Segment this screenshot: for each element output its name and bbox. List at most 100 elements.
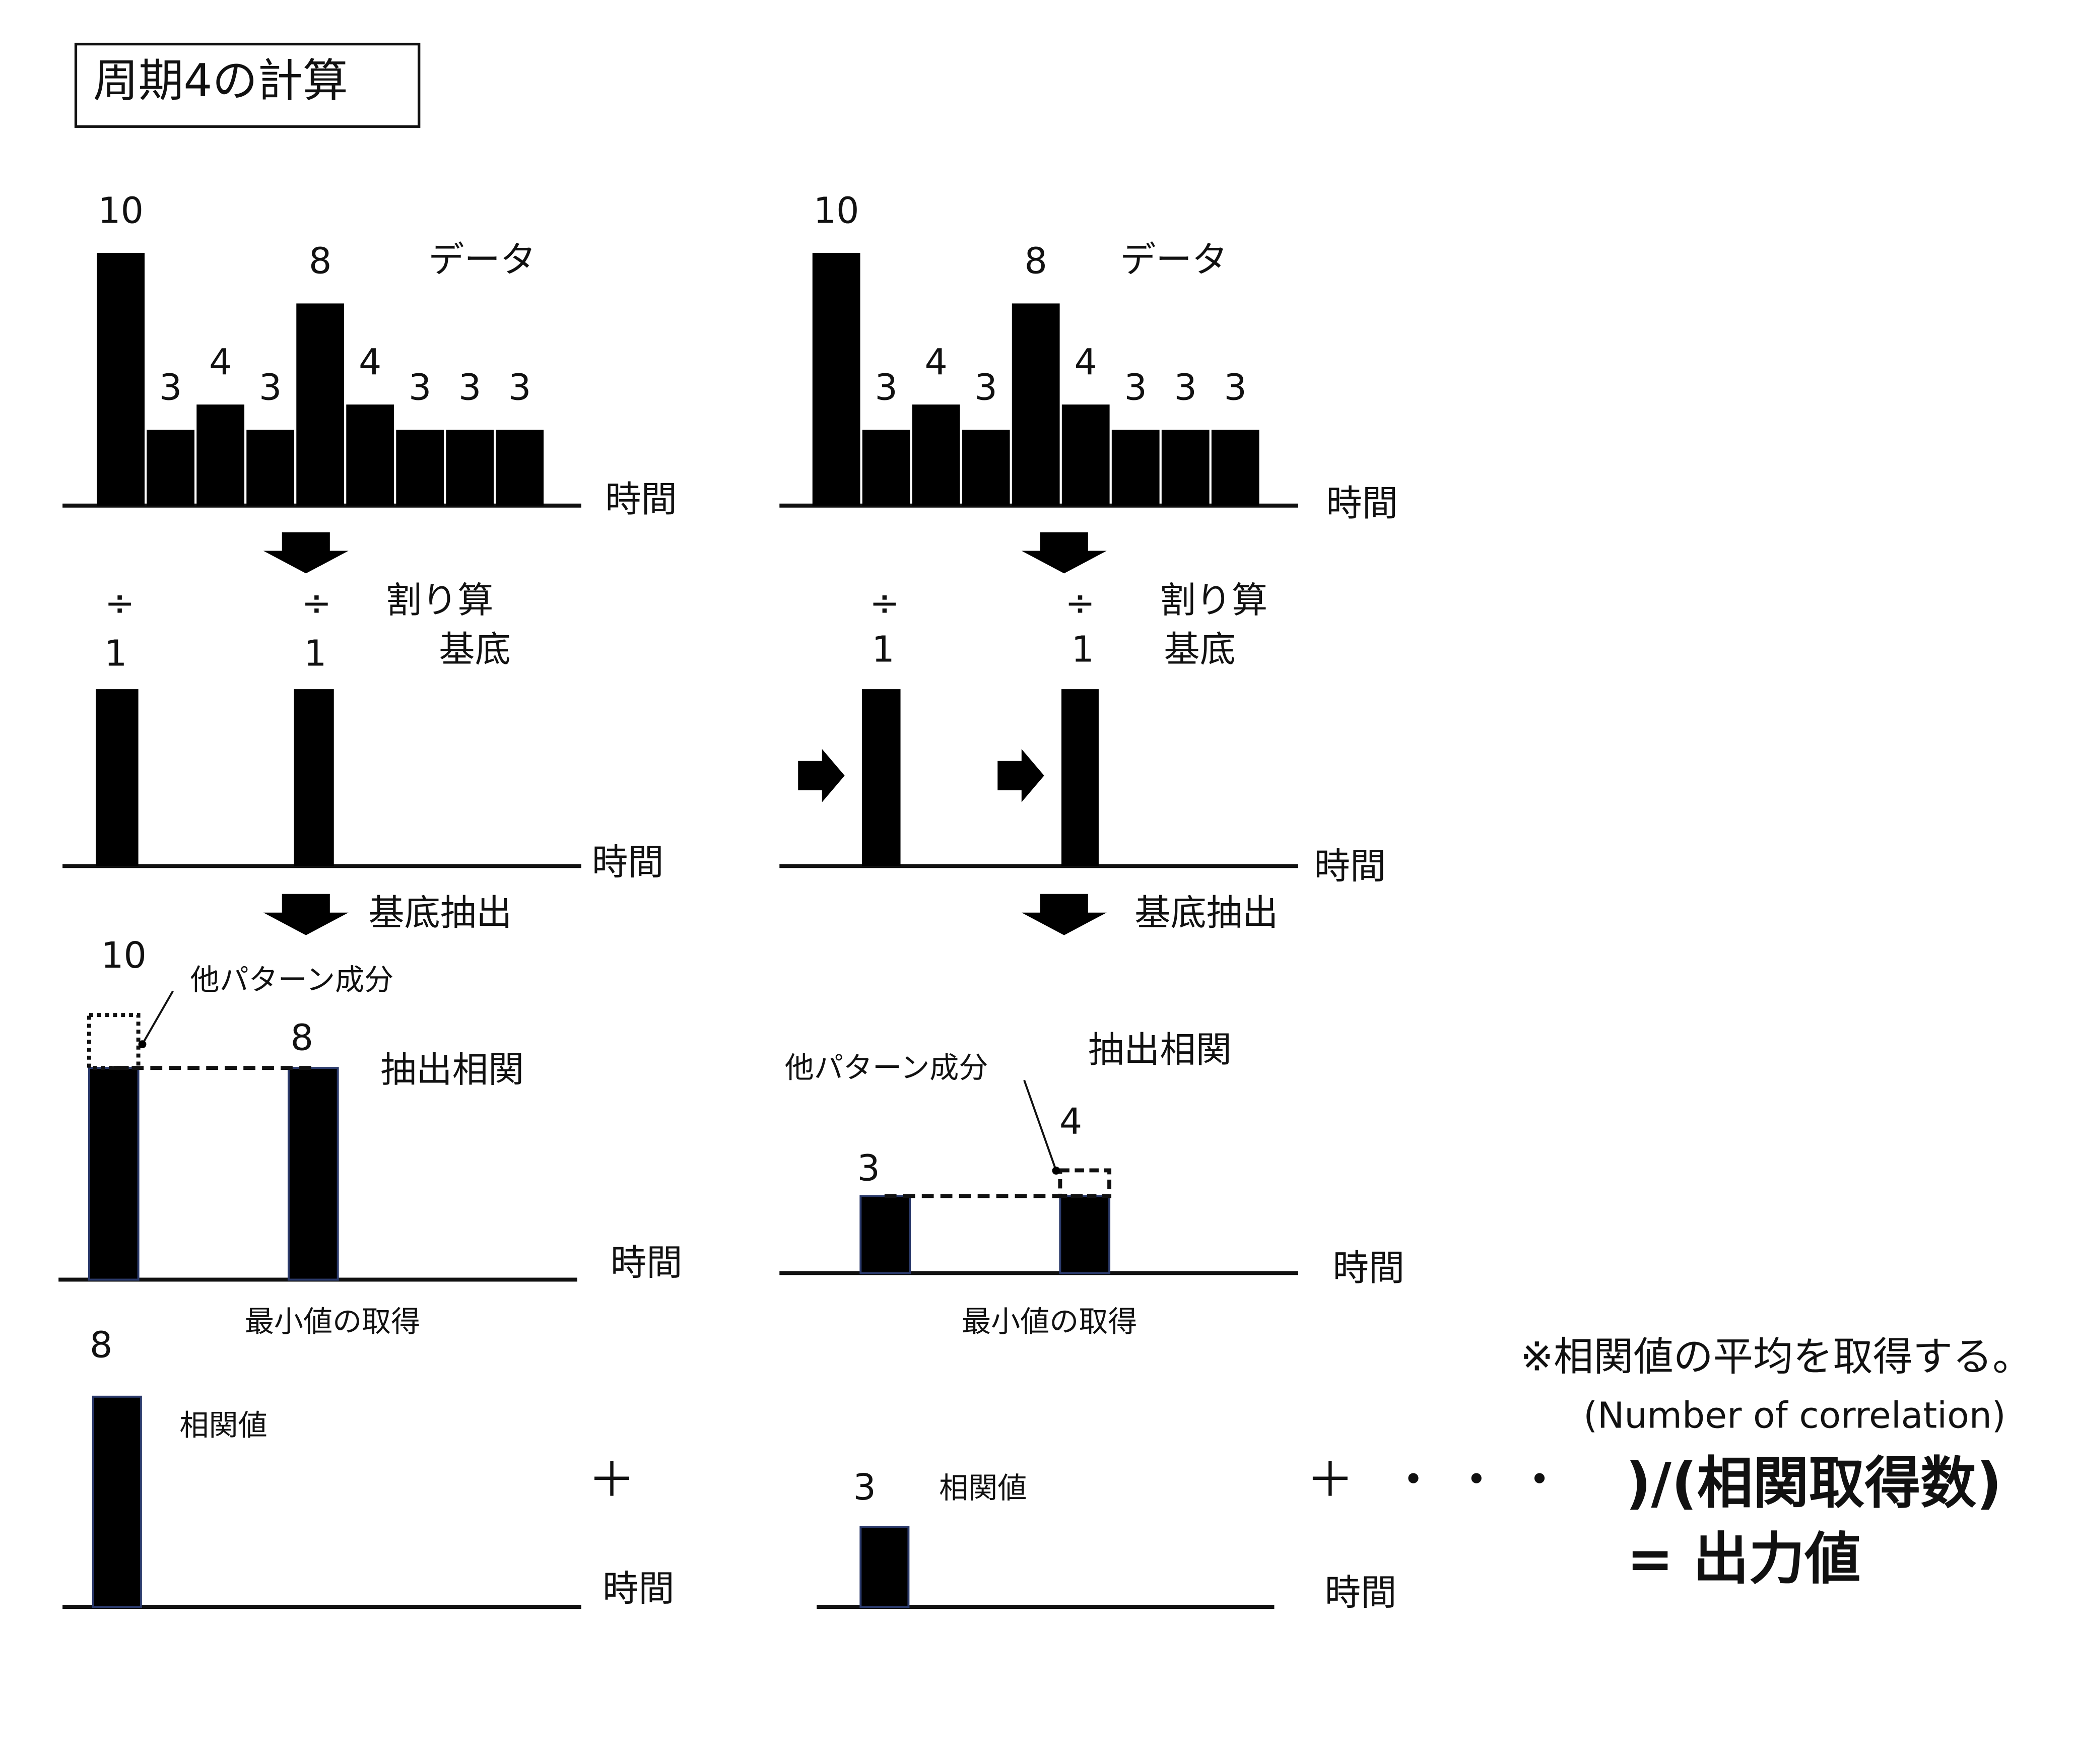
- data-bar: [1111, 430, 1160, 506]
- down-arrow: [263, 532, 349, 574]
- divisor: 1: [1072, 629, 1094, 670]
- note: 他パターン成分: [785, 1050, 988, 1084]
- data-bar: [97, 253, 145, 506]
- down-arrow: [1021, 532, 1107, 574]
- operator: ＋: [1306, 1452, 1354, 1508]
- data-bar: [296, 303, 345, 506]
- data-bar: [1211, 430, 1259, 506]
- data-label: データ: [1120, 239, 1228, 281]
- data-bar: [446, 430, 494, 506]
- bar-label: 10: [814, 189, 859, 231]
- bar-label: 8: [291, 1017, 313, 1059]
- data-bar: [812, 253, 860, 506]
- result-label: 相関値: [939, 1471, 1027, 1505]
- basis-bar: [1061, 689, 1099, 866]
- result-bar: [859, 1526, 910, 1608]
- divisor: 1: [872, 629, 895, 670]
- data-bar: [1161, 430, 1210, 506]
- note: 他パターン成分: [190, 963, 394, 997]
- basis-bar: [96, 689, 139, 866]
- bar-label: 4: [1059, 1101, 1082, 1142]
- callout-head: [138, 1040, 147, 1049]
- formula-result: = 出力値: [1627, 1527, 1860, 1592]
- data-bar: [912, 404, 960, 506]
- divide-symbol: ÷: [105, 582, 135, 624]
- bar-label: 3: [857, 1147, 880, 1189]
- bar-label: 4: [924, 341, 947, 383]
- down-arrow: [263, 894, 349, 935]
- result-bar: [92, 1395, 142, 1608]
- extract-bar: [1059, 1195, 1111, 1274]
- bar-label: 3: [508, 367, 531, 409]
- result-label: 相関値: [179, 1408, 267, 1443]
- divide-label: 割り算: [386, 579, 494, 621]
- callout-head: [1052, 1167, 1060, 1175]
- axis-label: 時間: [1326, 482, 1398, 524]
- formula-english: (Number of correlation): [1583, 1395, 2005, 1437]
- bar-label: 10: [101, 934, 147, 976]
- bar-label: 4: [209, 341, 232, 383]
- formula-note: ※相関値の平均を取得する。: [1520, 1333, 2033, 1380]
- bar-label: 3: [1224, 367, 1247, 409]
- operator: ＋: [588, 1452, 636, 1508]
- formula-denominator: )/(相関取得数): [1626, 1451, 2002, 1516]
- title: 周期4の計算: [93, 55, 348, 107]
- divide-symbol: ÷: [869, 582, 900, 624]
- divide-symbol: ÷: [1065, 582, 1095, 624]
- bar-label: 3: [853, 1466, 876, 1508]
- axis-label: 時間: [1325, 1572, 1397, 1613]
- data-bar: [147, 430, 195, 506]
- bar-label: 3: [409, 367, 431, 409]
- axis-label: 時間: [1314, 845, 1386, 887]
- bar-label: 8: [90, 1324, 112, 1366]
- data-bar: [246, 430, 295, 506]
- bar-label: 4: [1075, 341, 1097, 383]
- data-bar: [396, 430, 444, 506]
- title-box: [74, 42, 421, 128]
- data-bar: [196, 404, 245, 506]
- data-bar: [1012, 303, 1060, 506]
- right-arrow: [798, 749, 845, 802]
- extract-bar: [859, 1195, 911, 1274]
- data-bar: [1061, 404, 1110, 506]
- right-arrow: [997, 749, 1044, 802]
- extract-bar: [88, 1067, 140, 1281]
- extract-title: 抽出相関: [380, 1049, 524, 1091]
- bar-label: 3: [1124, 367, 1147, 409]
- divide-symbol: ÷: [302, 582, 332, 624]
- bar-label: 3: [259, 367, 282, 409]
- bar-label: 3: [875, 367, 897, 409]
- divisor: 1: [304, 633, 326, 674]
- extract-title: 抽出相関: [1088, 1029, 1232, 1071]
- callout-line: [141, 990, 174, 1045]
- extract-label: 基底抽出: [1134, 892, 1278, 934]
- axis-label: 時間: [605, 478, 677, 520]
- bar-label: 3: [1174, 367, 1197, 409]
- bar-label: 4: [359, 341, 381, 383]
- operator: ・ ・ ・: [1389, 1452, 1564, 1508]
- bar-label: 8: [309, 240, 331, 282]
- basis-bar: [294, 689, 334, 866]
- caption: 最小値の取得: [962, 1305, 1137, 1339]
- basis-label: 基底: [1164, 629, 1236, 670]
- axis-label: 時間: [1333, 1247, 1405, 1289]
- bar-label: 3: [975, 367, 997, 409]
- caption: 最小値の取得: [245, 1305, 420, 1339]
- callout-line: [1023, 1079, 1057, 1171]
- basis-bar: [861, 689, 901, 866]
- extract-bar: [287, 1067, 339, 1281]
- other-pattern-box: [1058, 1168, 1112, 1198]
- basis-label: 基底: [439, 629, 511, 670]
- other-pattern-box: [87, 1013, 141, 1070]
- down-arrow: [1021, 894, 1107, 935]
- bar-label: 3: [159, 367, 182, 409]
- divide-label: 割り算: [1160, 579, 1267, 621]
- bar-label: 3: [458, 367, 481, 409]
- divisor: 1: [104, 633, 127, 674]
- extract-label: 基底抽出: [368, 892, 512, 934]
- axis-label: 時間: [603, 1568, 675, 1609]
- data-bar: [962, 430, 1010, 506]
- data-bar: [496, 430, 544, 506]
